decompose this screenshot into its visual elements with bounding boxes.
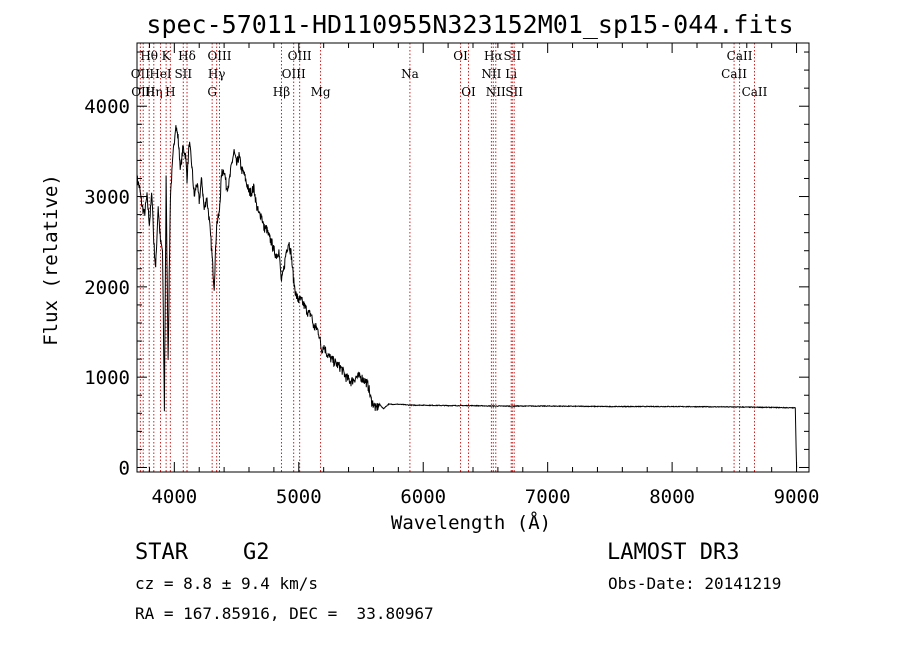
object-class: STAR — [135, 540, 188, 565]
spectrum-series-line — [136, 125, 798, 468]
spectral-line-label: OII — [131, 67, 151, 81]
spectral-line-label: Hβ — [273, 85, 290, 99]
spectral-line-label: Li — [505, 67, 517, 81]
x-tick-label: 6000 — [400, 486, 446, 508]
spectral-line-label: NII — [486, 85, 506, 99]
spectral-line-label: OI — [461, 85, 476, 99]
spectral-line-label: OI — [453, 49, 468, 63]
spectral-line-label: K — [162, 49, 172, 63]
x-tick-label: 5000 — [276, 486, 322, 508]
spectral-line-label: Hθ — [140, 49, 158, 63]
survey-name: LAMOST DR3 — [607, 540, 740, 565]
x-tick-label: 9000 — [774, 486, 820, 508]
spectral-line-label: OIII — [282, 67, 306, 81]
x-tick-label: 4000 — [151, 486, 197, 508]
chart-title: spec-57011-HD110955N323152M01_sp15-044.f… — [146, 10, 793, 39]
observation-date: Obs-Date: 20141219 — [608, 574, 782, 593]
spectral-line-label: Hη — [145, 85, 163, 99]
series-layer — [136, 125, 798, 468]
y-tick-label: 4000 — [84, 96, 130, 118]
spectral-line-label: Hδ — [178, 49, 196, 63]
spectral-line-label: H — [165, 85, 175, 99]
spectral-line-label: SII — [174, 67, 192, 81]
spectral-line-label: Hγ — [208, 67, 226, 81]
object-subclass: G2 — [243, 540, 270, 565]
y-axis-label: Flux (relative) — [40, 174, 62, 346]
y-tick-label: 0 — [119, 457, 130, 479]
x-tick-label: 7000 — [525, 486, 571, 508]
y-axis: 0 1000 2000 3000 4000 — [84, 51, 809, 479]
spectral-line-label: Mg — [311, 85, 331, 99]
x-axis: 4000 5000 6000 7000 8000 9000 — [148, 43, 820, 508]
coordinates: RA = 167.85916, DEC = 33.80967 — [135, 604, 434, 623]
spectral-line-label: Na — [401, 67, 419, 81]
x-tick-label: 8000 — [649, 486, 695, 508]
y-tick-label: 2000 — [84, 277, 130, 299]
spectral-line-label: SII — [503, 49, 521, 63]
redshift-value: cz = 8.8 ± 9.4 km/s — [135, 574, 319, 593]
y-tick-label: 1000 — [84, 367, 130, 389]
x-axis-label: Wavelength (Å) — [391, 511, 551, 534]
y-tick-label: 3000 — [84, 187, 130, 209]
spectral-line-label: HeI — [149, 67, 172, 81]
spectral-line-label: CaII — [721, 67, 747, 81]
spectral-line-label: G — [207, 85, 217, 99]
spectral-line-label: NII — [481, 67, 501, 81]
spectral-line-label: SII — [505, 85, 523, 99]
spectral-line-label: CaII — [727, 49, 753, 63]
spectral-line-label: CaII — [742, 85, 768, 99]
spectral-line-label: OIII — [288, 49, 312, 63]
spectral-line-label: OIII — [207, 49, 231, 63]
spectral-line-label: Hα — [484, 49, 503, 63]
